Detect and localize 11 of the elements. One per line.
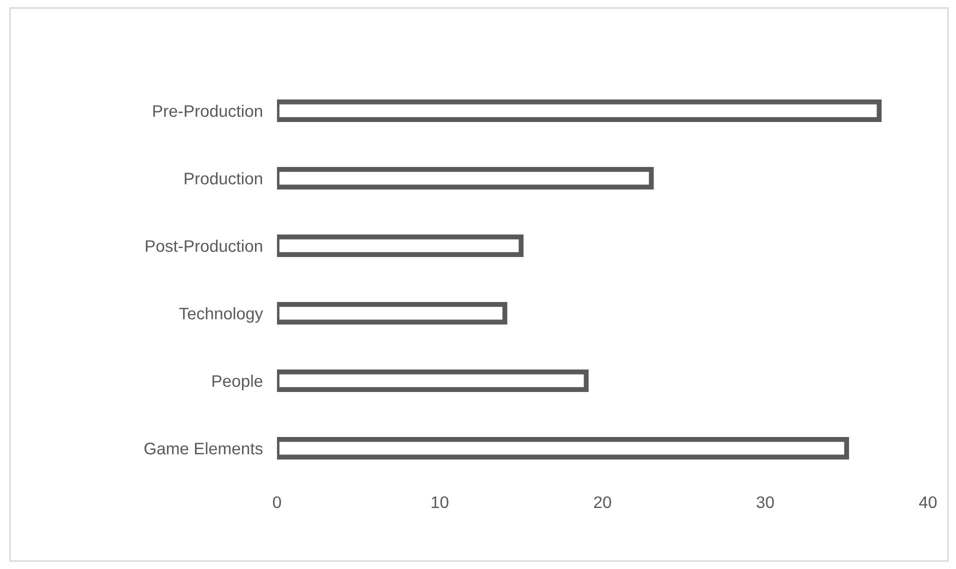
y-tick-label: People [212, 374, 262, 390]
y-tick-label: Game Elements [144, 442, 263, 454]
x-tick-label: 20 [594, 496, 612, 508]
y-tick-label: Post-Production [146, 240, 262, 252]
y-tick-label: Technology [179, 307, 264, 323]
x-tick-label: 30 [756, 496, 774, 508]
x-tick-label: 0 [273, 496, 281, 508]
y-tick-label: Production [184, 172, 262, 184]
x-tick-label: 10 [432, 496, 448, 508]
x-tick-label: 40 [919, 496, 937, 508]
y-tick-label: Pre-Production [153, 104, 262, 117]
